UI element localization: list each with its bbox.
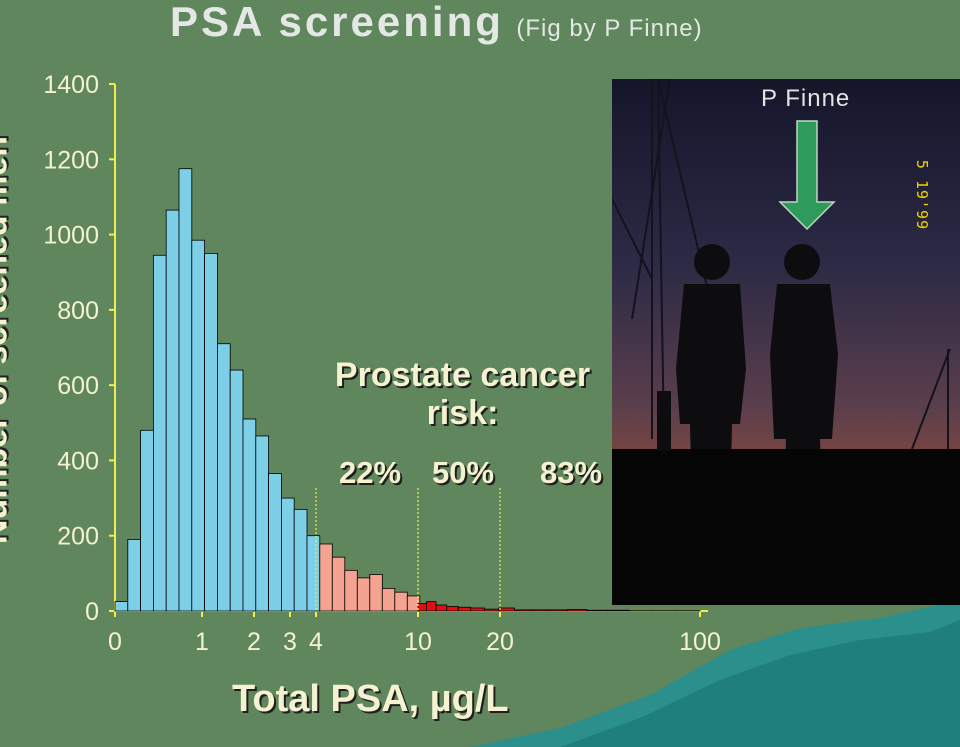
date-stamp-text: 5 19'99: [913, 159, 931, 231]
histogram-bar: [140, 429, 154, 612]
histogram-bar: [204, 252, 218, 612]
risk-value-22: 22%: [339, 455, 402, 490]
x-axis-title: Total PSA, µg/L: [232, 678, 509, 720]
histogram-bar: [566, 609, 588, 612]
chart-bars: [114, 168, 701, 612]
title-main: PSA screening: [170, 0, 504, 45]
histogram-bar: [498, 607, 515, 612]
histogram-bar: [216, 343, 231, 612]
x-tick-label: 100: [679, 628, 721, 656]
histogram-bar: [114, 601, 129, 612]
slide-title: PSA screening (Fig by P Finne): [170, 0, 703, 46]
histogram-bar: [381, 588, 396, 612]
histogram-bar: [280, 497, 295, 612]
histogram-bar: [435, 604, 448, 612]
x-tick-label: 20: [486, 628, 514, 656]
y-tick-label: 800: [57, 297, 99, 325]
arrow-down-icon: [778, 120, 836, 231]
y-tick-label: 600: [57, 372, 99, 400]
y-tick-label: 1400: [43, 71, 99, 99]
y-tick-label: 0: [85, 598, 99, 626]
background-decoration: [470, 600, 960, 747]
histogram-bar: [514, 609, 532, 612]
y-axis-title-text: Number of screened men: [0, 135, 15, 545]
chart-threshold-lines: [315, 488, 501, 611]
histogram-bar: [470, 607, 485, 612]
histogram-bar: [446, 606, 459, 612]
histogram-bar: [530, 609, 550, 612]
histogram-bar: [417, 603, 427, 612]
histogram-bar: [426, 601, 437, 612]
histogram-bar: [127, 539, 142, 612]
photo-caption: P Finne: [761, 85, 851, 112]
y-tick-label: 200: [57, 523, 99, 551]
histogram-bar: [165, 209, 180, 612]
histogram-bar: [229, 369, 244, 612]
risk-title: Prostate cancer risk:: [334, 356, 591, 432]
histogram-bar: [607, 609, 630, 612]
x-tick-label: 4: [309, 628, 323, 656]
histogram-bar: [268, 473, 282, 612]
title-credit: (Fig by P Finne): [516, 15, 703, 42]
histogram-bar: [191, 239, 206, 612]
x-tick-label: 1: [195, 628, 209, 656]
chart-axes: 0 200 400 600 800 1000 1200 1400 0 1 2 3 4 10 20 100: [43, 71, 720, 656]
histogram-bar: [331, 556, 346, 612]
histogram-bar: [394, 591, 408, 612]
y-tick-label: 400: [57, 447, 99, 475]
silhouette-photo: [612, 79, 960, 605]
y-tick-label: 1000: [43, 222, 99, 250]
histogram-bar: [586, 609, 608, 612]
histogram-bar: [457, 606, 472, 612]
histogram-bar: [356, 577, 371, 612]
histogram-bar: [548, 609, 568, 612]
histogram-bar: [293, 508, 308, 612]
risk-value-50: 50%: [432, 455, 495, 490]
y-tick-label: 1200: [43, 146, 99, 174]
photo-ground: [612, 449, 960, 605]
histogram-bar: [255, 435, 270, 612]
histogram-bar: [369, 574, 383, 612]
x-tick-label: 2: [247, 628, 261, 656]
histogram-bar: [483, 608, 500, 612]
histogram-bar: [242, 418, 257, 612]
histogram-bar: [152, 254, 167, 612]
histogram-bar: [344, 569, 358, 612]
x-tick-label: 3: [283, 628, 297, 656]
x-tick-label: 10: [404, 628, 432, 656]
teal-wave-shape: [560, 620, 960, 747]
risk-value-83: 83%: [540, 455, 603, 490]
x-tick-label: 0: [108, 628, 122, 656]
histogram-bar: [319, 543, 333, 612]
histogram-bar: [306, 535, 321, 612]
histogram-bar: [178, 168, 193, 612]
